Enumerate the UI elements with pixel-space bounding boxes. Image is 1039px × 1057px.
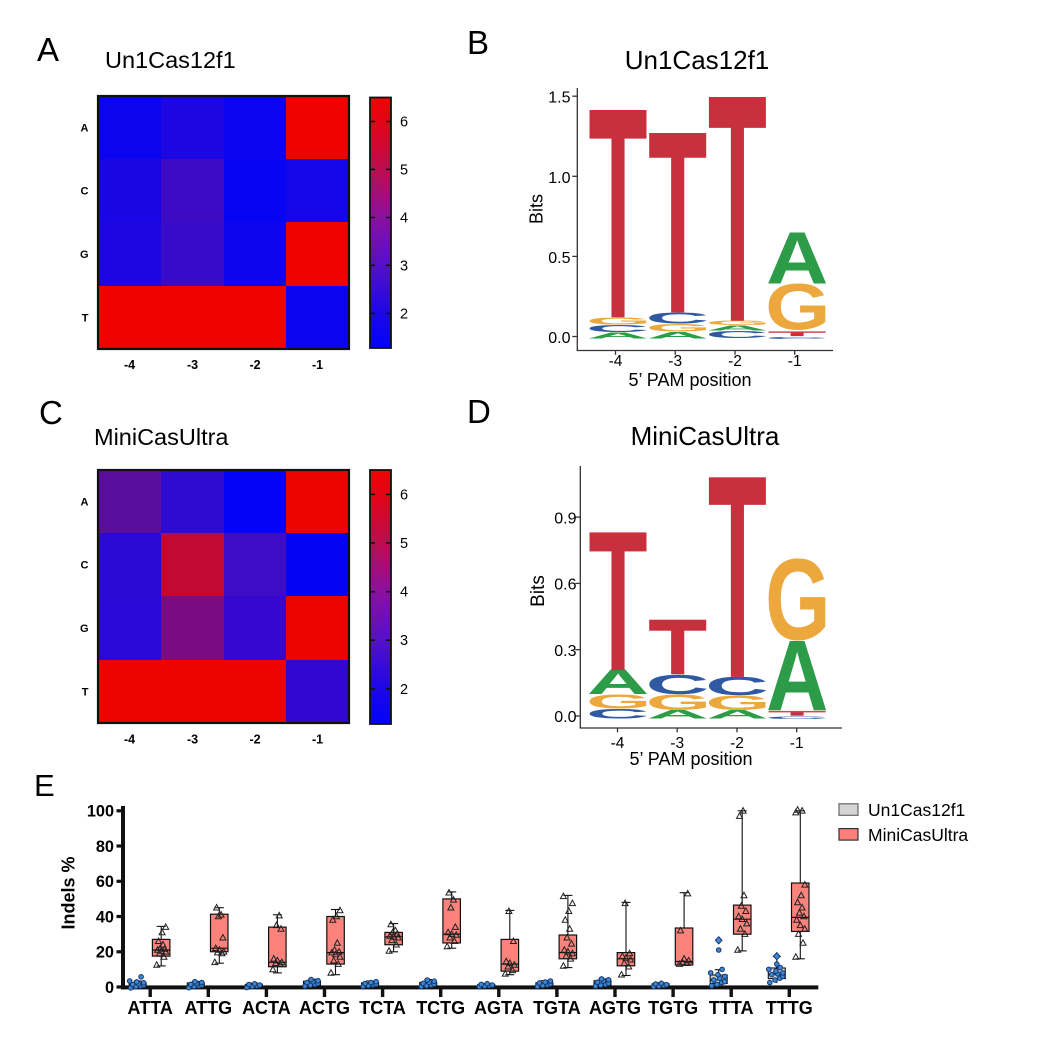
svg-text:G: G (586, 690, 651, 713)
svg-text:-4: -4 (609, 353, 623, 370)
svg-text:A: A (766, 217, 828, 300)
svg-text:G: G (765, 535, 830, 665)
svg-text:A: A (587, 331, 649, 341)
svg-text:C: C (586, 323, 649, 334)
svg-text:4: 4 (400, 585, 408, 601)
svg-text:G: G (706, 319, 771, 326)
svg-text:100: 100 (87, 803, 114, 821)
svg-text:-3: -3 (187, 733, 198, 747)
svg-text:E: E (34, 768, 55, 803)
svg-text:0.0: 0.0 (554, 709, 576, 726)
svg-text:Un1Cas12f1: Un1Cas12f1 (868, 800, 965, 820)
svg-text:MiniCasUltra: MiniCasUltra (868, 825, 968, 845)
svg-text:A: A (81, 497, 89, 509)
svg-text:TCTG: TCTG (416, 998, 465, 1018)
svg-text:Un1Cas12f1: Un1Cas12f1 (625, 45, 770, 75)
svg-text:0.0: 0.0 (548, 330, 570, 347)
svg-text:A: A (706, 708, 768, 722)
svg-text:AGTA: AGTA (474, 998, 524, 1018)
svg-text:0.3: 0.3 (554, 643, 576, 660)
svg-text:D: D (467, 393, 491, 430)
svg-text:60: 60 (96, 873, 114, 891)
svg-text:C: C (646, 309, 709, 326)
svg-text:MiniCasUltra: MiniCasUltra (631, 421, 780, 451)
svg-text:1.0: 1.0 (548, 170, 570, 187)
svg-text:-4: -4 (124, 358, 135, 372)
svg-text:6: 6 (400, 115, 408, 131)
svg-text:-1: -1 (790, 735, 804, 752)
svg-text:0.6: 0.6 (554, 577, 576, 594)
svg-text:ACTA: ACTA (242, 998, 291, 1018)
svg-text:ATTG: ATTG (184, 998, 232, 1018)
svg-text:5: 5 (400, 162, 408, 178)
svg-text:-1: -1 (788, 353, 802, 370)
svg-text:2: 2 (400, 306, 408, 322)
svg-text:G: G (586, 315, 651, 327)
svg-text:-2: -2 (730, 735, 744, 752)
svg-text:G: G (765, 270, 830, 343)
svg-text:C: C (81, 186, 89, 198)
svg-text:40: 40 (96, 908, 114, 926)
svg-text:2: 2 (400, 682, 408, 698)
svg-text:-1: -1 (312, 733, 323, 747)
svg-text:A: A (37, 31, 59, 68)
svg-text:-4: -4 (124, 733, 135, 747)
svg-text:ACTG: ACTG (299, 998, 350, 1018)
svg-text:3: 3 (400, 633, 408, 649)
svg-text:Bits: Bits (527, 194, 547, 224)
svg-text:-2: -2 (728, 353, 742, 370)
svg-text:6: 6 (400, 487, 408, 503)
svg-text:T: T (82, 313, 89, 325)
svg-text:-2: -2 (249, 358, 260, 372)
svg-text:TGTG: TGTG (648, 998, 698, 1018)
svg-text:G: G (80, 623, 89, 635)
svg-text:C: C (39, 394, 63, 431)
svg-text:5’ PAM position: 5’ PAM position (628, 370, 751, 390)
svg-text:G: G (646, 321, 711, 334)
svg-text:A: A (81, 123, 89, 135)
svg-text:A: A (706, 324, 768, 333)
svg-text:TTTG: TTTG (766, 998, 813, 1018)
svg-text:Bits: Bits (528, 575, 549, 607)
svg-text:TCTA: TCTA (359, 998, 406, 1018)
svg-text:3: 3 (400, 258, 408, 274)
svg-text:Indels %: Indels % (59, 856, 79, 929)
svg-text:80: 80 (96, 838, 114, 856)
svg-text:5’ PAM position: 5’ PAM position (629, 749, 752, 769)
svg-text:-3: -3 (668, 353, 682, 370)
svg-text:5: 5 (400, 536, 408, 552)
svg-text:C: C (586, 706, 649, 721)
svg-text:ATTA: ATTA (128, 998, 173, 1018)
svg-text:G: G (646, 690, 711, 715)
svg-text:-2: -2 (249, 733, 260, 747)
svg-text:Un1Cas12f1: Un1Cas12f1 (105, 47, 236, 73)
svg-text:C: C (705, 329, 768, 341)
svg-text:0.9: 0.9 (554, 510, 576, 527)
svg-text:20: 20 (96, 944, 114, 962)
svg-text:A: A (647, 708, 709, 721)
svg-text:0: 0 (105, 979, 114, 997)
svg-text:G: G (706, 691, 771, 715)
svg-text:MiniCasUltra: MiniCasUltra (94, 424, 229, 450)
svg-text:A: A (647, 330, 709, 341)
svg-text:C: C (81, 560, 89, 572)
svg-text:AGTG: AGTG (589, 998, 641, 1018)
svg-text:-3: -3 (187, 358, 198, 372)
svg-text:TTTA: TTTA (709, 998, 754, 1018)
svg-text:C: C (765, 715, 828, 719)
svg-text:-1: -1 (312, 358, 323, 372)
svg-text:0.5: 0.5 (548, 250, 570, 267)
svg-text:-3: -3 (670, 735, 684, 752)
svg-text:C: C (765, 336, 828, 339)
svg-text:G: G (80, 249, 89, 261)
svg-text:TGTA: TGTA (533, 998, 581, 1018)
svg-text:T: T (82, 687, 89, 699)
svg-text:4: 4 (400, 211, 408, 227)
svg-text:B: B (467, 24, 489, 61)
svg-text:-4: -4 (611, 735, 625, 752)
svg-text:1.5: 1.5 (548, 90, 570, 107)
